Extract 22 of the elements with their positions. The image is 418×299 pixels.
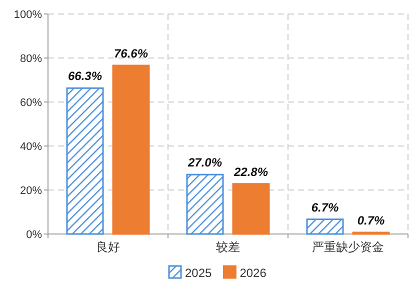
data-label: 27.0% (186, 156, 222, 170)
x-tick-label: 严重缺少资金 (312, 240, 384, 254)
x-tick-label: 较差 (216, 240, 240, 254)
data-label: 66.3% (68, 69, 102, 84)
bar (232, 183, 270, 235)
y-tick-label: 100% (14, 9, 42, 21)
data-label: 6.7% (311, 200, 339, 214)
bar (306, 218, 344, 235)
y-tick-label: 40% (20, 141, 42, 153)
data-label: 76.6% (114, 46, 148, 60)
legend-label: 2026 (240, 266, 267, 280)
x-tick-label: 良好 (96, 240, 120, 254)
data-label: 22.8% (232, 164, 268, 179)
legend-label: 2025 (185, 266, 212, 280)
y-tick-label: 80% (20, 53, 42, 65)
y-tick-label: 60% (20, 97, 42, 109)
data-label: 0.7% (357, 213, 385, 228)
bar (186, 174, 224, 235)
bar (112, 64, 150, 235)
bar (66, 87, 104, 235)
y-tick-label: 20% (20, 185, 42, 197)
y-tick-label: 0% (26, 229, 42, 241)
